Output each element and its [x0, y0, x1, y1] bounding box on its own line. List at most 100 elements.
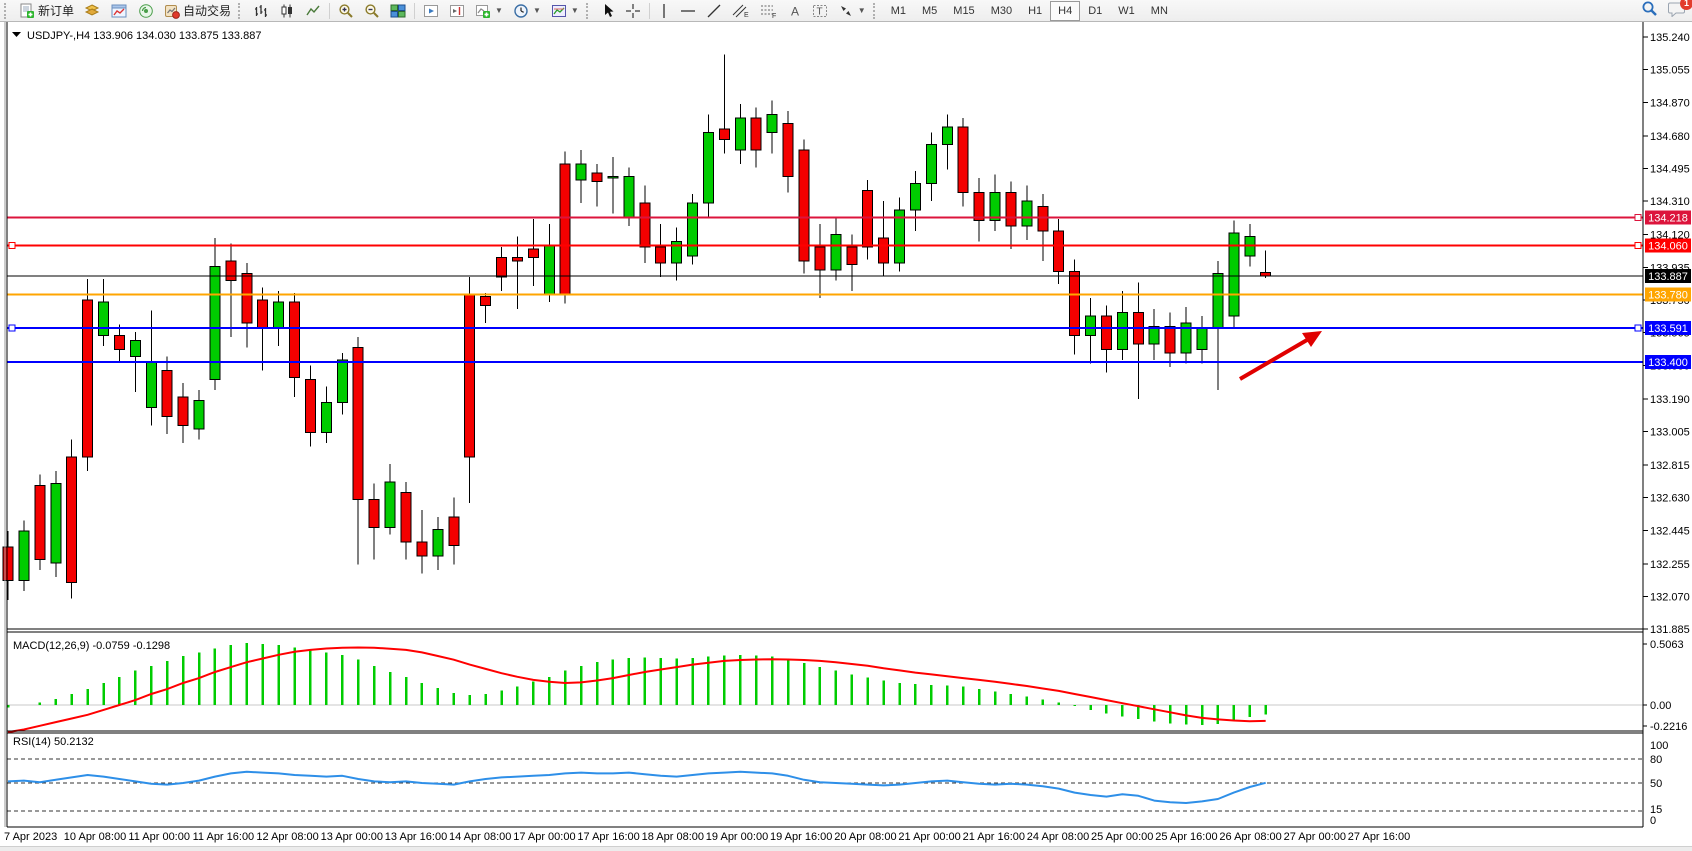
toolbar-grip[interactable] — [4, 2, 10, 19]
timeframe-button-m30[interactable]: M30 — [990, 4, 1013, 17]
svg-text:132.815: 132.815 — [1650, 460, 1690, 472]
svg-text:134.495: 134.495 — [1650, 163, 1690, 175]
svg-text:135.240: 135.240 — [1650, 32, 1690, 44]
svg-text:27 Apr 16:00: 27 Apr 16:00 — [1348, 831, 1410, 843]
toolbar-grip[interactable] — [238, 2, 244, 19]
svg-text:133.887: 133.887 — [1648, 271, 1688, 283]
svg-text:132.630: 132.630 — [1650, 493, 1690, 505]
svg-text:MACD(12,26,9) -0.0759 -0.1298: MACD(12,26,9) -0.0759 -0.1298 — [13, 640, 170, 652]
macd-histogram — [6, 643, 1267, 726]
svg-text:14 Apr 08:00: 14 Apr 08:00 — [449, 831, 511, 843]
svg-text:USDJPY-,H4 133.906 134.030 13: USDJPY-,H4 133.906 134.030 133.875 133.8… — [27, 30, 261, 42]
cursor-tool-button[interactable] — [596, 1, 620, 21]
signals-icon — [138, 3, 154, 19]
horizontal-lines[interactable] — [7, 213, 1643, 363]
svg-text:20 Apr 08:00: 20 Apr 08:00 — [834, 831, 896, 843]
charts-stack-button[interactable] — [79, 1, 106, 21]
fibonacci-tool-button[interactable]: F — [755, 1, 783, 21]
chat-button[interactable]: 1 — [1668, 0, 1692, 22]
auto-scroll-icon — [423, 3, 439, 19]
text-label-tool-button[interactable]: T — [807, 1, 833, 21]
chart-shift-button[interactable] — [444, 1, 470, 21]
toolbar-right: 1 — [1641, 0, 1692, 22]
timeframe-button-m1[interactable]: M1 — [890, 4, 906, 17]
vertical-line-tool-button[interactable] — [653, 1, 675, 21]
auto-trading-icon — [164, 3, 180, 19]
channel-tool-button[interactable]: E — [727, 1, 755, 21]
chart-canvas[interactable]: 135.240 135.055 134.870 134.680 134.495 134.3… — [0, 22, 1692, 846]
timeframe-button-d1[interactable]: D1 — [1088, 4, 1103, 17]
svg-text:25 Apr 00:00: 25 Apr 00:00 — [1091, 831, 1153, 843]
crosshair-icon — [625, 3, 641, 19]
tile-windows-button[interactable] — [385, 1, 411, 21]
tile-windows-icon — [390, 3, 406, 19]
new-order-label: 新订单 — [38, 4, 75, 18]
svg-text:A: A — [791, 4, 799, 18]
text-tool-button[interactable]: A — [783, 1, 807, 21]
svg-text:133.005: 133.005 — [1650, 426, 1690, 438]
price-line-labels: 134.218 134.060 133.780 133.591 133.400 133.8… — [1645, 210, 1691, 369]
svg-text:133.190: 133.190 — [1650, 394, 1690, 406]
arrow-shapes-icon — [838, 3, 854, 19]
timeframe-button-m15[interactable]: M15 — [953, 4, 975, 17]
auto-trading-button[interactable]: 自动交易 — [159, 1, 236, 21]
chart-shift-icon — [449, 3, 465, 19]
svg-text:133.591: 133.591 — [1648, 323, 1688, 335]
svg-text:24 Apr 08:00: 24 Apr 08:00 — [1027, 831, 1089, 843]
chevron-down-icon: ▼ — [495, 6, 503, 15]
rsi-axis: 100 80 50 150 — [1650, 740, 1668, 827]
candlestick-chart-icon — [279, 3, 295, 19]
horizontal-line-icon — [680, 3, 696, 19]
timeframe-button-m5[interactable]: M5 — [922, 4, 938, 17]
svg-text:134.870: 134.870 — [1650, 97, 1690, 109]
svg-text:100: 100 — [1650, 740, 1668, 752]
svg-text:-0.2216: -0.2216 — [1650, 721, 1687, 733]
toolbar-grip[interactable] — [872, 2, 879, 19]
crosshair-tool-button[interactable] — [620, 1, 646, 21]
add-indicator-button[interactable]: ▼ — [470, 1, 508, 21]
symbol-title: USDJPY-,H4 133.906 134.030 133.875 133.8… — [12, 30, 261, 42]
timeframe-button-h1[interactable]: H1 — [1028, 4, 1043, 17]
periods-button[interactable]: ▼ — [508, 1, 546, 21]
toolbar-grip[interactable] — [585, 2, 592, 19]
timeframe-button-h4[interactable]: H4 — [1050, 0, 1081, 21]
search-icon[interactable] — [1641, 0, 1658, 22]
signals-button[interactable] — [133, 1, 159, 21]
time-axis[interactable]: 7 Apr 2023 10 Apr 08:00 11 Apr 00:00 11 Apr… — [4, 831, 1410, 843]
timeframe-button-mn[interactable]: MN — [1150, 4, 1168, 17]
text-label-icon: T — [812, 3, 828, 19]
templates-button[interactable]: ▼ — [546, 1, 584, 21]
trendline-icon — [706, 3, 722, 19]
bar-chart-type-button[interactable] — [248, 1, 274, 21]
charts-stack-icon — [84, 3, 101, 19]
arrow-shapes-button[interactable]: ▼ — [833, 1, 871, 21]
new-order-button[interactable]: 新订单 — [14, 1, 79, 21]
horizontal-line-tool-button[interactable] — [675, 1, 701, 21]
svg-text:134.680: 134.680 — [1650, 131, 1690, 143]
chart-window[interactable]: 135.240 135.055 134.870 134.680 134.495 134.3… — [0, 22, 1692, 846]
svg-text:135.055: 135.055 — [1650, 65, 1690, 77]
svg-text:18 Apr 08:00: 18 Apr 08:00 — [642, 831, 704, 843]
svg-text:19 Apr 16:00: 19 Apr 16:00 — [770, 831, 832, 843]
cursor-icon — [601, 3, 615, 19]
zoom-in-button[interactable] — [333, 1, 359, 21]
timeframe-group: M1 M5 M15 M30 H1 H4 D1 W1 MN — [883, 0, 1176, 21]
arrow-annotation[interactable] — [1238, 331, 1322, 381]
candlestick-chart-type-button[interactable] — [274, 1, 300, 21]
svg-text:133.400: 133.400 — [1648, 357, 1688, 369]
line-chart-type-button[interactable] — [300, 1, 326, 21]
auto-scroll-button[interactable] — [418, 1, 444, 21]
periods-icon — [513, 3, 529, 19]
svg-text:50: 50 — [1650, 778, 1662, 790]
rsi-line — [7, 770, 1266, 804]
timeframe-button-w1[interactable]: W1 — [1118, 4, 1135, 17]
trendline-tool-button[interactable] — [701, 1, 727, 21]
macd-axis: 0.5063 0.00 -0.2216 — [1643, 639, 1687, 733]
line-chart-icon — [305, 3, 321, 19]
templates-icon — [551, 3, 567, 19]
svg-text:131.885: 131.885 — [1650, 624, 1690, 636]
zoom-out-button[interactable] — [359, 1, 385, 21]
auto-trading-label: 自动交易 — [183, 4, 232, 18]
chart-window-button[interactable] — [106, 1, 133, 21]
svg-text:134.060: 134.060 — [1648, 240, 1688, 252]
